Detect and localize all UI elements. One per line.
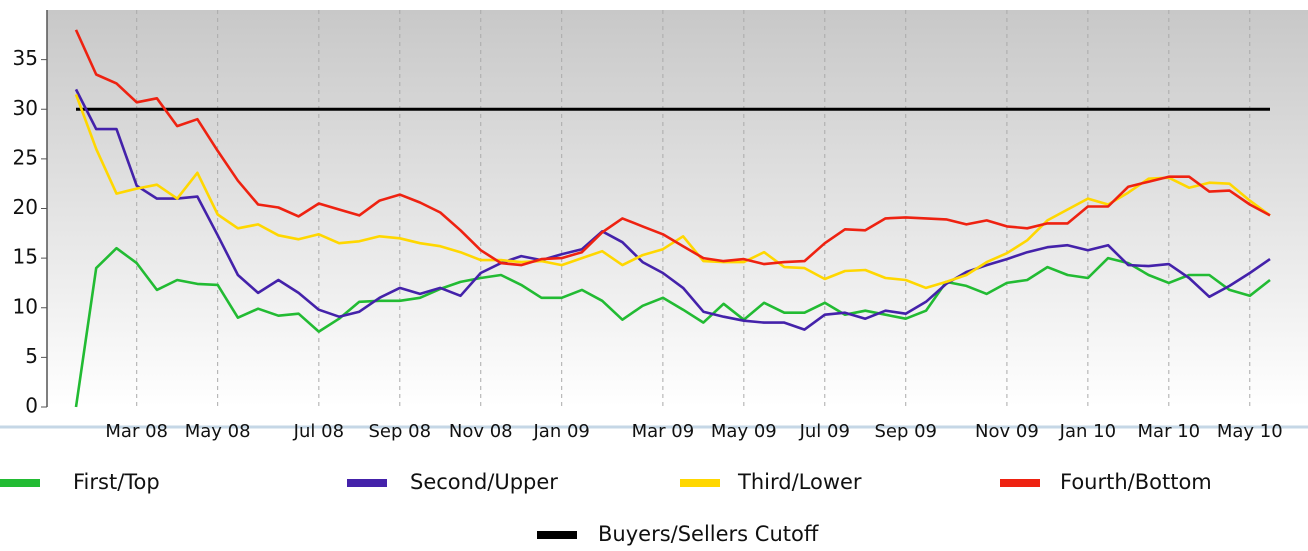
series-line xyxy=(74,29,1271,267)
legend-label: Third/Lower xyxy=(737,470,862,494)
x-tick-label: Jul 09 xyxy=(799,421,850,442)
legend-label: Buyers/Sellers Cutoff xyxy=(598,522,819,546)
axis-labels: 0 5 10 15 20 25 30 35 Mar 08 May 08 Jul 08 Sep 08 No… xyxy=(13,46,1283,442)
legend-swatch xyxy=(537,531,577,539)
plot-background xyxy=(47,10,1308,407)
legend-label: First/Top xyxy=(73,470,160,494)
x-tick-label: Jan 10 xyxy=(1059,421,1116,442)
series-line xyxy=(74,88,1271,331)
x-tick-label: Sep 08 xyxy=(369,421,432,442)
legend-label: Fourth/Bottom xyxy=(1060,470,1212,494)
y-tick-label: 20 xyxy=(13,195,38,219)
legend-swatch xyxy=(347,479,387,487)
x-tick-label: May 08 xyxy=(185,421,251,442)
legend-swatch xyxy=(1000,479,1040,487)
legend-swatch xyxy=(680,479,720,487)
x-tick-label: Jan 09 xyxy=(533,421,590,442)
x-tick-label: May 09 xyxy=(711,421,777,442)
x-tick-label: Nov 09 xyxy=(975,421,1039,442)
y-tick-label: 10 xyxy=(13,294,38,318)
x-tick-label: Sep 09 xyxy=(874,421,937,442)
y-tick-label: 30 xyxy=(13,96,38,120)
x-tick-label: Jul 08 xyxy=(293,421,344,442)
series-line xyxy=(74,246,1271,408)
legend-label: Second/Upper xyxy=(410,470,558,494)
legend: First/Top Second/Upper Third/Lower Fourth/B… xyxy=(0,470,1212,546)
y-tick-label: 25 xyxy=(13,145,38,169)
y-tick-label: 35 xyxy=(13,46,38,70)
x-tick-label: Mar 09 xyxy=(632,421,695,442)
x-tick-label: Mar 08 xyxy=(105,421,168,442)
x-tick-label: Mar 10 xyxy=(1138,421,1201,442)
x-tick-label: Nov 08 xyxy=(449,421,513,442)
series-line xyxy=(74,93,1271,290)
grid xyxy=(136,10,1251,407)
y-tick-label: 5 xyxy=(25,344,38,368)
y-tick-label: 15 xyxy=(13,245,38,269)
y-tick-label: 0 xyxy=(25,394,38,418)
x-tick-label: May 10 xyxy=(1217,421,1283,442)
legend-swatch xyxy=(0,479,40,487)
lines xyxy=(74,29,1271,408)
